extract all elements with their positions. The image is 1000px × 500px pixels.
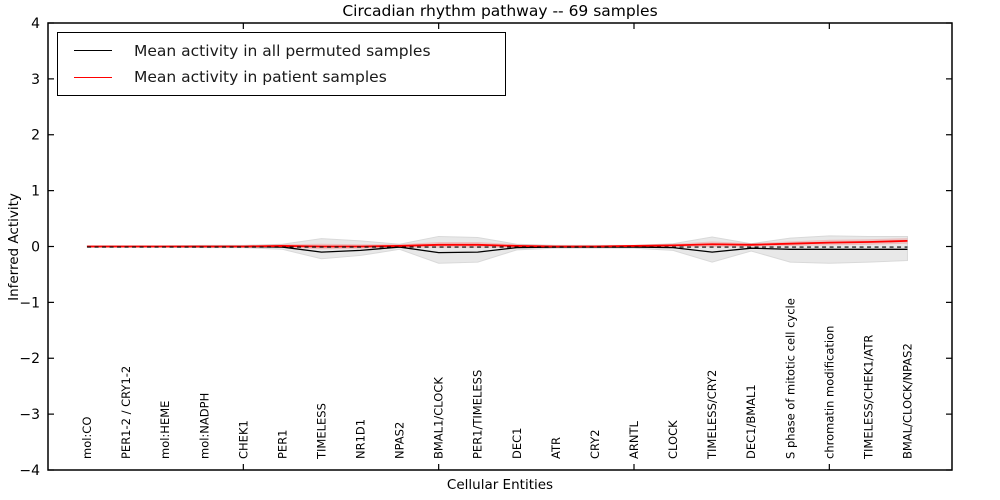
entity-label: NR1D1: [354, 419, 368, 459]
legend-row-patient: Mean activity in patient samples: [58, 68, 505, 86]
entity-label: PER1: [275, 429, 289, 459]
y-tick-label: 3: [31, 72, 40, 88]
y-axis-title: Inferred Activity: [6, 193, 22, 301]
entity-label: ARNTL: [627, 421, 641, 459]
entity-label: CHEK1: [236, 420, 250, 459]
entity-label: mol:HEME: [158, 401, 172, 459]
legend: Mean activity in all permuted samples Me…: [57, 32, 506, 96]
entity-label: chromatin modification: [822, 326, 836, 459]
legend-label-permuted: Mean activity in all permuted samples: [134, 41, 431, 60]
entity-label: mol:CO: [80, 417, 94, 459]
legend-line-sample-red: [74, 76, 112, 78]
entity-label: CLOCK: [666, 420, 680, 459]
y-tick-label: 0: [31, 239, 40, 255]
entity-label: BMAL/CLOCK/NPAS2: [900, 343, 914, 459]
entity-label: TIMELESS/CHEK1/ATR: [861, 335, 875, 460]
x-axis-title: Cellular Entities: [446, 477, 554, 493]
entity-label: TIMELESS: [314, 403, 328, 460]
entity-label: S phase of mitotic cell cycle: [783, 298, 797, 459]
entity-label: DEC1: [510, 428, 524, 459]
y-tick-label: −2: [19, 351, 40, 367]
entity-label: PER1-2 / CRY1-2: [119, 366, 133, 459]
entity-label: DEC1/BMAL1: [744, 384, 758, 459]
entity-label: ATR: [549, 437, 563, 459]
y-tick-label: 1: [31, 184, 40, 200]
legend-line-sample-black: [74, 50, 112, 52]
entity-label: CRY2: [588, 429, 602, 459]
entity-label: NPAS2: [393, 422, 407, 459]
entity-label: BMAL1/CLOCK: [432, 377, 446, 459]
y-tick-label: 2: [31, 128, 40, 144]
chart-title: Circadian rhythm pathway -- 69 samples: [342, 2, 658, 20]
y-tick-label: −1: [19, 295, 40, 311]
entity-label: mol:NADPH: [197, 393, 211, 459]
entity-label: PER1/TIMELESS: [471, 370, 485, 459]
y-tick-label: −3: [19, 407, 40, 423]
entity-label: TIMELESS/CRY2: [705, 370, 719, 460]
y-tick-label: −4: [19, 463, 40, 479]
y-tick-label: 4: [31, 16, 40, 32]
legend-row-permuted: Mean activity in all permuted samples: [58, 42, 505, 60]
legend-label-patient: Mean activity in patient samples: [134, 68, 387, 87]
